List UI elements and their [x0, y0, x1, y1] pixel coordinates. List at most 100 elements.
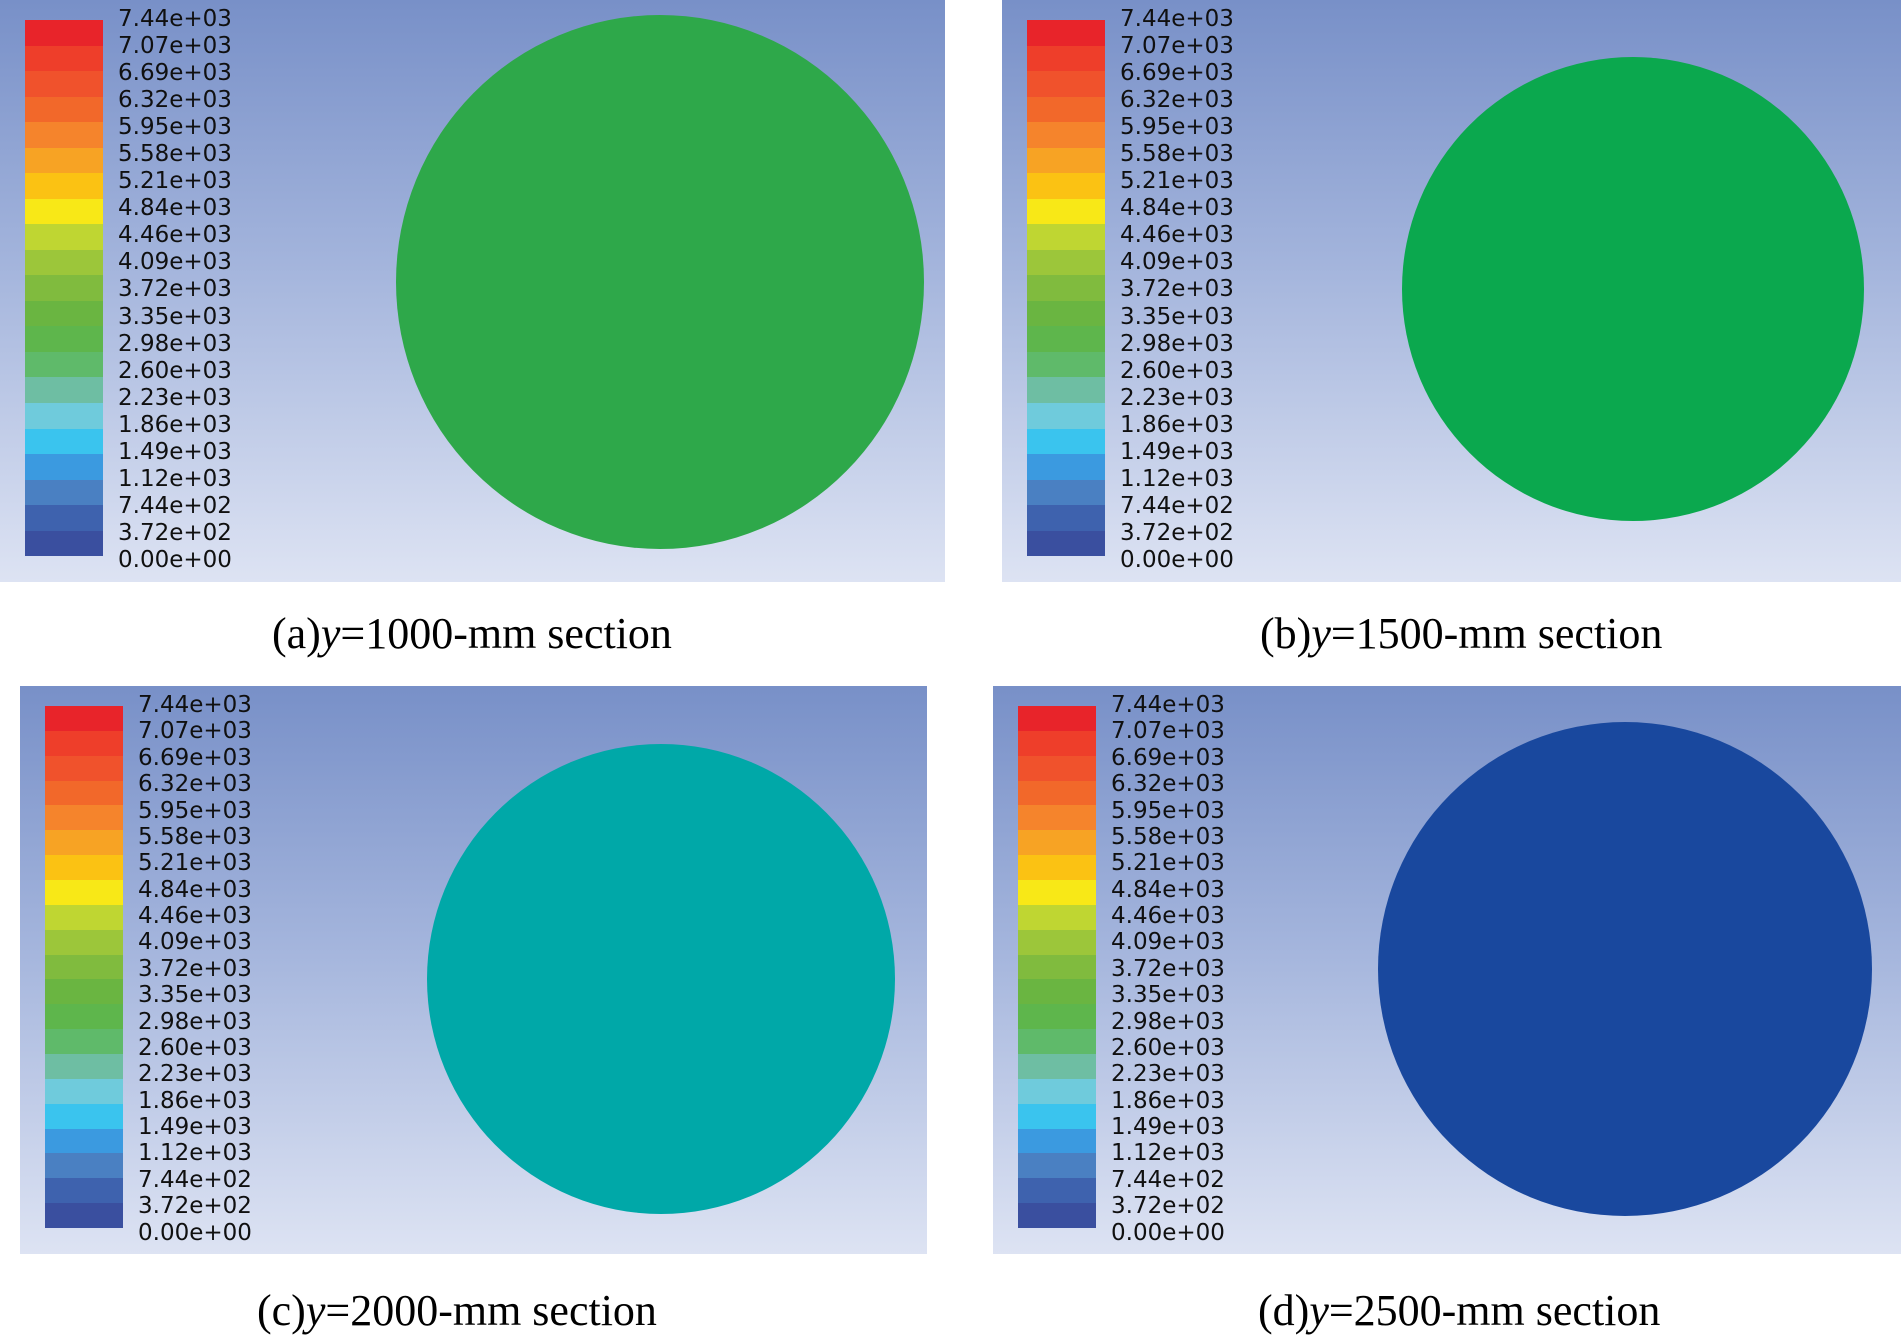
- legend-swatch: [1027, 45, 1105, 72]
- legend-tick-label: 6.69e+03: [1120, 60, 1234, 87]
- legend-swatch: [25, 173, 103, 199]
- legend-swatch: [1027, 147, 1105, 174]
- legend-swatch: [1027, 173, 1105, 199]
- legend-tick-label: 2.23e+03: [118, 384, 232, 411]
- legend-swatch: [1027, 351, 1105, 378]
- legend-tick-label: 1.49e+03: [1111, 1114, 1225, 1140]
- legend-tick-label: 3.72e+02: [118, 519, 232, 546]
- legend-swatch: [1018, 855, 1096, 881]
- legend-swatch: [45, 755, 123, 781]
- legend-swatch: [1018, 1178, 1096, 1204]
- legend-swatch: [1018, 954, 1096, 980]
- legend-swatch: [1027, 198, 1105, 225]
- legend-tick-label: 0.00e+00: [118, 546, 232, 573]
- caption-prefix: (a): [272, 609, 321, 658]
- caption-text: =2000-mm section: [325, 1286, 657, 1335]
- legend-tick-label: 2.98e+03: [138, 1008, 252, 1035]
- caption-prefix: (d): [1258, 1286, 1310, 1335]
- panel-caption-c: (c)y=2000-mm section: [257, 1285, 657, 1336]
- legend-swatch: [1018, 1103, 1096, 1129]
- legend-swatch: [45, 1004, 123, 1030]
- legend-labels: 7.44e+03 7.07e+03 6.69e+03 6.32e+03 5.95e+03…: [1120, 6, 1234, 576]
- legend-tick-label: 7.44e+02: [138, 1166, 252, 1193]
- legend-swatch: [25, 402, 103, 429]
- legend-tick-label: 5.21e+03: [1111, 850, 1225, 877]
- legend-swatch: [45, 1178, 123, 1204]
- legend-swatch: [1027, 122, 1105, 148]
- legend-swatch: [45, 1203, 123, 1229]
- legend-swatch: [1027, 402, 1105, 429]
- legend-swatch: [1027, 96, 1105, 123]
- legend-tick-label: 1.12e+03: [1120, 465, 1234, 492]
- caption-text: =1000-mm section: [340, 609, 672, 658]
- legend-swatch: [1027, 454, 1105, 480]
- legend-tick-label: 3.35e+03: [138, 982, 252, 1009]
- legend-tick-label: 7.44e+02: [118, 492, 232, 519]
- legend-tick-label: 7.07e+03: [1120, 33, 1234, 60]
- legend-swatch: [45, 880, 123, 905]
- legend-tick-label: 3.35e+03: [1111, 982, 1225, 1009]
- legend-colorbar: [45, 706, 123, 1229]
- legend-swatch: [1018, 1203, 1096, 1229]
- legend-colorbar: [1027, 20, 1105, 557]
- legend-swatch: [45, 904, 123, 930]
- legend-swatch: [25, 198, 103, 225]
- legend-tick-label: 5.21e+03: [118, 168, 232, 195]
- legend-swatch: [25, 377, 103, 403]
- legend-tick-label: 1.86e+03: [138, 1087, 252, 1114]
- legend-labels: 7.44e+03 7.07e+03 6.69e+03 6.32e+03 5.95e+03…: [138, 692, 252, 1248]
- legend-tick-label: 2.60e+03: [138, 1034, 252, 1061]
- legend-tick-label: 6.69e+03: [138, 744, 252, 771]
- section-disk: [1378, 722, 1872, 1216]
- legend-swatch: [45, 979, 123, 1005]
- legend-tick-label: 3.35e+03: [118, 303, 232, 330]
- legend-tick-label: 5.58e+03: [1111, 823, 1225, 850]
- caption-text: =1500-mm section: [1330, 609, 1663, 658]
- legend-swatch: [25, 96, 103, 123]
- legend-swatch: [45, 929, 123, 955]
- legend-tick-label: 7.44e+03: [1111, 692, 1225, 718]
- legend-tick-label: 5.21e+03: [138, 850, 252, 877]
- legend-swatch: [45, 954, 123, 980]
- contour-panel-b: 7.44e+03 7.07e+03 6.69e+03 6.32e+03 5.95e+03…: [1002, 0, 1901, 582]
- legend-tick-label: 7.44e+03: [1120, 6, 1234, 32]
- legend-colorbar: [1018, 706, 1096, 1229]
- legend-tick-label: 4.84e+03: [1120, 195, 1234, 222]
- legend-tick-label: 2.23e+03: [138, 1061, 252, 1088]
- legend-swatch: [1018, 1128, 1096, 1154]
- legend-swatch: [45, 706, 123, 731]
- legend-tick-label: 7.44e+03: [138, 692, 252, 718]
- legend-labels: 7.44e+03 7.07e+03 6.69e+03 6.32e+03 5.95e+03…: [118, 6, 232, 576]
- panel-caption-b: (b)y=1500-mm section: [1260, 608, 1662, 659]
- legend-swatch: [25, 326, 103, 352]
- legend-swatch: [45, 1078, 123, 1104]
- legend-tick-label: 2.23e+03: [1120, 384, 1234, 411]
- legend-swatch: [25, 20, 103, 46]
- legend-swatch: [1027, 275, 1105, 301]
- legend-swatch: [1018, 1153, 1096, 1179]
- caption-text: =2500-mm section: [1328, 1286, 1661, 1335]
- legend-swatch: [25, 249, 103, 276]
- legend-swatch: [45, 1054, 123, 1079]
- legend-swatch: [25, 505, 103, 531]
- legend-swatch: [1027, 71, 1105, 97]
- contour-panel-a: 7.44e+03 7.07e+03 6.69e+03 6.32e+03 5.95e+03…: [0, 0, 945, 582]
- legend-swatch: [25, 530, 103, 557]
- legend-swatch: [1018, 780, 1096, 806]
- legend-tick-label: 4.46e+03: [118, 222, 232, 249]
- contour-panel-c: 7.44e+03 7.07e+03 6.69e+03 6.32e+03 5.95e+03…: [20, 686, 927, 1254]
- caption-variable: y: [1311, 609, 1331, 658]
- legend-tick-label: 2.60e+03: [1111, 1034, 1225, 1061]
- legend-swatch: [1018, 904, 1096, 930]
- legend-tick-label: 5.95e+03: [138, 797, 252, 824]
- legend-swatch: [45, 1153, 123, 1179]
- legend-tick-label: 4.09e+03: [1111, 929, 1225, 956]
- legend-swatch: [45, 830, 123, 856]
- legend-tick-label: 3.72e+03: [1111, 955, 1225, 982]
- legend-swatch: [1018, 805, 1096, 831]
- legend-swatch: [1027, 505, 1105, 531]
- legend-tick-label: 7.44e+03: [118, 6, 232, 32]
- legend-tick-label: 5.95e+03: [1111, 797, 1225, 824]
- legend-tick-label: 3.72e+02: [1120, 519, 1234, 546]
- legend-tick-label: 6.32e+03: [1111, 771, 1225, 798]
